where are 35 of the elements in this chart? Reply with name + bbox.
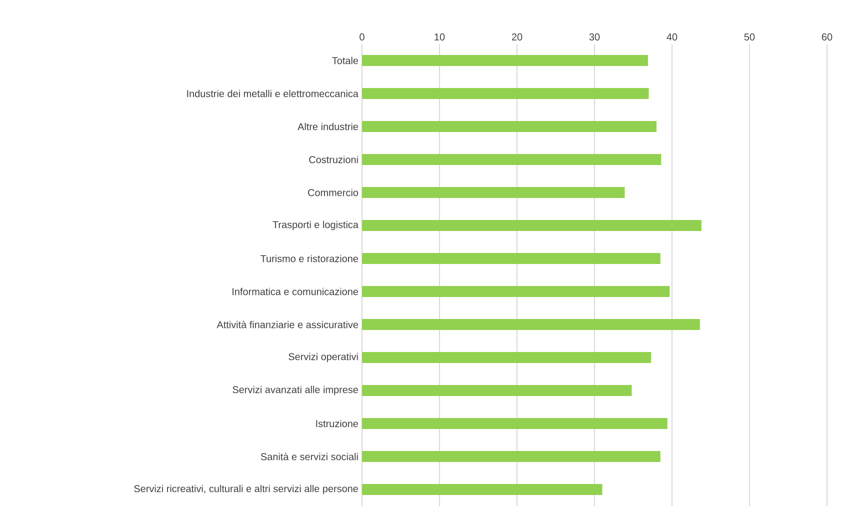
bar (362, 187, 625, 198)
y-tick-label: Istruzione (316, 420, 358, 428)
bar (362, 286, 670, 298)
y-tick-label: Turismo e ristorazione (260, 254, 358, 262)
y-tick-label: Sanità e servizi sociali (260, 452, 358, 460)
y-tick-label: Trasporti e logistica (272, 220, 358, 230)
bar (362, 154, 662, 166)
bar (362, 220, 702, 232)
x-tick-label: 40 (666, 33, 678, 40)
bar (362, 385, 632, 396)
y-tick-label: Commercio (308, 188, 358, 196)
bar (362, 451, 660, 462)
bar (362, 418, 668, 430)
bar (362, 121, 656, 132)
bar (362, 319, 700, 330)
bar (362, 352, 652, 364)
y-tick-label: Industrie dei metalli e elettromeccanica (187, 90, 358, 98)
x-tick-label: 30 (589, 33, 600, 40)
y-tick-label: Altre industrie (298, 122, 358, 130)
bar (362, 253, 660, 264)
x-tick-label: 50 (744, 33, 755, 40)
bar (362, 88, 649, 100)
x-tick-label: 20 (512, 33, 522, 40)
bar (362, 55, 648, 66)
y-tick-label: Attività finanziarie e assicurative (216, 320, 358, 328)
x-tick-label: 60 (822, 33, 832, 40)
y-tick-label: Totale (332, 56, 358, 64)
x-tick-label: 10 (434, 33, 445, 40)
bar (362, 484, 602, 496)
y-tick-label: Servizi avanzati alle imprese (232, 386, 358, 396)
x-tick-label: 0 (360, 33, 364, 40)
y-tick-label: Informatica e comunicazione (232, 288, 358, 296)
y-tick-label: Costruzioni (309, 156, 358, 164)
y-tick-label: Servizi operativi (288, 352, 358, 362)
y-tick-label: Servizi ricreativi, culturali e altri servizi alle persone (134, 484, 358, 494)
